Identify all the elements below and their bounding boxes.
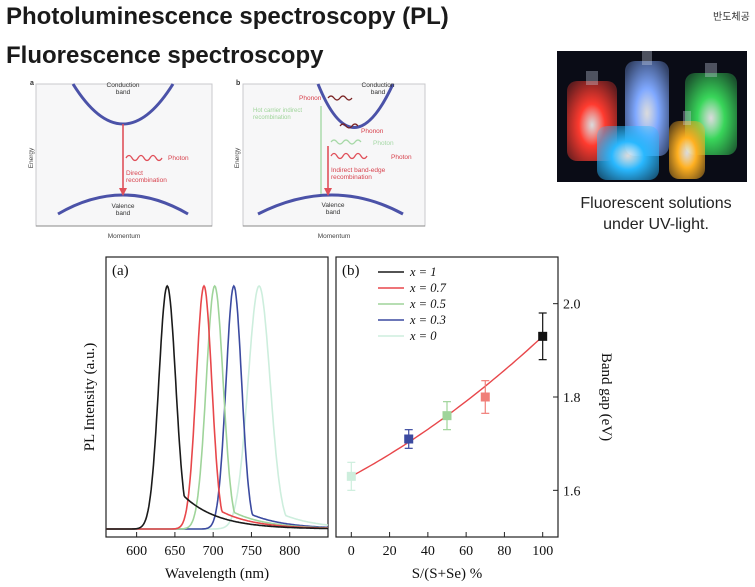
corner-label: 반도체공 [713, 12, 750, 23]
hot-carrier-label2: recombination [253, 115, 291, 121]
direct-recombination-label2: recombination [126, 177, 167, 184]
x-tick-label: 20 [383, 544, 397, 559]
y-tick-label: 1.6 [563, 484, 581, 499]
bandgap-point [480, 392, 490, 402]
bandgap-point [538, 331, 548, 341]
valence-band-label-b2: band [326, 209, 341, 216]
legend-entry: x = 0.5 [409, 297, 446, 311]
valence-band-label-a: Valence [111, 203, 134, 210]
slide-subtitle: Fluorescence spectroscopy [6, 42, 324, 69]
energy-axis-a: Energy [28, 147, 35, 168]
legend-entry: x = 0.7 [409, 281, 447, 295]
valence-band-label-b: Valence [321, 202, 344, 209]
bandgap-point [404, 434, 414, 444]
photon-label-a: Photon [168, 155, 189, 162]
panel-label-a: a [30, 80, 34, 87]
slide-title: Photoluminescence spectroscopy (PL) [6, 3, 449, 30]
legend-entry: x = 0 [409, 329, 437, 343]
x-tick-label: 100 [532, 544, 553, 559]
x-tick-label: 800 [279, 544, 300, 559]
bandgap-point [442, 411, 452, 421]
flask-neck-4 [683, 111, 691, 125]
x-tick-label: 60 [459, 544, 473, 559]
x-tick-label: 700 [203, 544, 224, 559]
conduction-band-label-a2: band [116, 89, 131, 96]
x-tick-label: 0 [348, 544, 355, 559]
conduction-band-label-b2: band [371, 89, 386, 96]
direct-recombination-label: Direct [126, 170, 143, 177]
flask-4 [669, 121, 705, 179]
flask-neck-2 [705, 63, 717, 77]
bandgap-point [346, 471, 356, 481]
chart-b-ylabel: Band gap (eV) [598, 353, 614, 441]
phonon-label-top: Phonon [299, 95, 322, 102]
x-tick-label: 80 [497, 544, 511, 559]
y-tick-label: 2.0 [563, 298, 581, 313]
chart-b-panel-label: (b) [342, 263, 360, 279]
chart-a-xlabel: Wavelength (nm) [165, 566, 269, 582]
hot-carrier-label: Hot carrier indirect [253, 108, 302, 114]
band-diagram-b: b Conduction band Phonon Phonon Hot carr… [234, 80, 426, 240]
pl-curve-series [106, 284, 328, 530]
plot-frame-b [335, 256, 559, 538]
chart-b-xlabel: S/(S+Se) % [412, 566, 483, 582]
band-diagram-a: a Conduction band Photon Direct recombin… [28, 80, 213, 240]
phonon-label-mid: Phonon [361, 128, 384, 135]
flask-neck-0 [586, 71, 598, 85]
momentum-axis-a: Momentum [108, 233, 141, 240]
pl-curve-series [106, 284, 328, 530]
photo-caption-line1: Fluorescent solutions [580, 195, 732, 212]
panel-label-b: b [236, 80, 240, 87]
pl-spectra-chart: 600 650 700 750 800 (a) Wavelength (nm) PL I… [82, 256, 329, 582]
band-gap-chart: 0 20 40 60 80 100 1.6 1.8 2.0 x = 1 x = 0.7 x = 0.… [335, 256, 614, 582]
chart-a-panel-label: (a) [112, 263, 129, 279]
legend-entry: x = 1 [409, 265, 436, 279]
x-tick-label: 40 [421, 544, 435, 559]
conduction-band-label-b: Conduction [362, 82, 395, 89]
valence-band-label-a2: band [116, 210, 131, 217]
legend-entry: x = 0.3 [409, 313, 446, 327]
photon-faded-label: Photon [373, 140, 394, 147]
plot-frame-a [105, 256, 329, 538]
flask-neck-1 [642, 51, 652, 65]
photo-caption-line2: under UV-light. [603, 216, 709, 233]
conduction-band-label-a: Conduction [107, 82, 140, 89]
photon-label-b: Photon [391, 154, 412, 161]
momentum-axis-b: Momentum [318, 233, 351, 240]
energy-axis-b: Energy [234, 147, 241, 168]
flask-3 [597, 126, 659, 180]
fluorescent-solutions-photo [557, 51, 747, 182]
x-tick-label: 650 [164, 544, 185, 559]
y-tick-label: 1.8 [563, 391, 581, 406]
indirect-recombination-label2: recombination [331, 174, 372, 181]
chart-a-ylabel: PL Intensity (a.u.) [82, 343, 98, 452]
photo-caption: Fluorescent solutions under UV-light. [561, 193, 751, 235]
x-tick-label: 750 [241, 544, 262, 559]
x-tick-label: 600 [126, 544, 147, 559]
indirect-recombination-label: Indirect band-edge [331, 167, 386, 174]
